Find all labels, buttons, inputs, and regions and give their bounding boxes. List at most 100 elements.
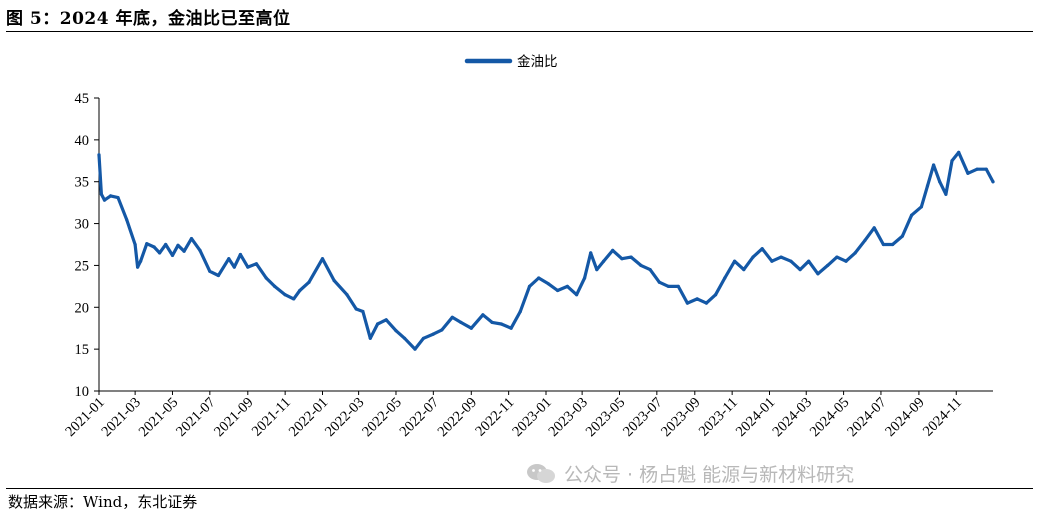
data-point — [320, 257, 325, 261]
data-point — [421, 336, 426, 340]
data-point — [556, 288, 560, 293]
data-point — [938, 180, 942, 184]
data-point — [602, 259, 606, 263]
title-divider — [6, 31, 1033, 32]
data-point — [807, 259, 811, 263]
data-point — [481, 313, 485, 317]
data-point — [376, 322, 380, 326]
data-point — [145, 242, 149, 246]
x-tick-label: 2022-11 — [472, 395, 517, 440]
source-note: 数据来源：Wind，东北证券 — [8, 493, 198, 511]
data-point — [208, 269, 212, 273]
x-tick-label: 2021-09 — [211, 395, 256, 440]
legend: 金油比 — [464, 54, 558, 70]
x-tick-label: 2023-09 — [658, 395, 703, 440]
x-tick-label: 2023-03 — [545, 395, 590, 440]
x-tick-label: 2021-03 — [98, 395, 143, 440]
x-tick-label: 2021-07 — [173, 395, 218, 440]
data-point — [99, 192, 103, 196]
x-tick-label: 2023-01 — [509, 395, 554, 440]
data-point — [695, 297, 699, 301]
data-point — [518, 309, 522, 314]
x-tick-label: 2024-11 — [920, 395, 965, 440]
data-point — [238, 252, 242, 257]
x-tick-label: 2024-09 — [882, 395, 927, 440]
data-point — [133, 242, 137, 247]
data-point — [139, 259, 143, 263]
data-point — [469, 326, 473, 330]
data-point — [575, 293, 579, 297]
data-point — [254, 262, 258, 266]
data-point — [629, 255, 633, 259]
x-tick-label: 2023-05 — [583, 395, 628, 440]
data-point — [826, 263, 830, 267]
data-point — [490, 320, 494, 324]
data-point — [102, 198, 107, 202]
x-tick-label: 2021-01 — [62, 395, 107, 440]
data-point — [751, 255, 755, 259]
data-point — [232, 265, 236, 269]
data-point — [413, 347, 417, 351]
data-point — [431, 332, 435, 336]
data-point — [136, 265, 140, 269]
y-tick-label: 30 — [75, 217, 90, 233]
data-point — [589, 251, 593, 255]
data-point — [152, 245, 156, 249]
data-point — [742, 268, 746, 272]
data-point — [798, 268, 802, 272]
data-point — [704, 301, 709, 305]
data-point — [125, 217, 129, 221]
data-point — [246, 265, 250, 269]
source-divider — [6, 488, 1033, 489]
data-point — [565, 284, 570, 288]
x-tick-label: 2022-01 — [286, 395, 331, 440]
data-point — [158, 251, 162, 255]
data-point — [509, 326, 513, 330]
data-point — [361, 309, 365, 314]
data-point — [198, 248, 202, 252]
data-point — [537, 276, 541, 280]
data-point — [620, 257, 624, 261]
data-point — [657, 280, 661, 284]
x-tick-label: 2022-03 — [322, 395, 367, 440]
data-point — [345, 293, 349, 297]
data-point — [666, 284, 671, 288]
data-point — [950, 159, 954, 163]
data-point — [283, 293, 287, 297]
data-point — [648, 268, 652, 272]
data-point — [109, 194, 113, 198]
y-tick-label: 35 — [75, 175, 90, 191]
data-point — [307, 280, 311, 284]
data-point — [499, 322, 503, 326]
data-point — [368, 336, 372, 340]
data-point — [227, 257, 231, 261]
data-point — [991, 180, 995, 184]
watermark-text: 公众号 · 杨占魁 能源与新材料研究 — [564, 464, 855, 486]
y-tick-label: 40 — [75, 133, 90, 149]
y-tick-label: 10 — [75, 384, 90, 400]
data-point — [932, 163, 936, 167]
data-point — [779, 255, 783, 259]
data-point — [459, 320, 463, 324]
y-tick-label: 45 — [75, 91, 90, 107]
data-point — [583, 276, 587, 280]
data-point — [97, 153, 101, 157]
data-point — [264, 276, 268, 280]
data-point — [440, 328, 444, 332]
data-point — [384, 318, 388, 322]
data-point — [216, 273, 220, 278]
data-point — [164, 242, 168, 247]
data-point — [844, 259, 848, 263]
x-tick-label: 2022-07 — [397, 395, 442, 440]
x-tick-label: 2021-11 — [249, 395, 294, 440]
data-point — [957, 150, 961, 154]
y-tick-label: 15 — [75, 342, 90, 358]
data-point — [863, 238, 867, 242]
data-point — [403, 336, 407, 340]
watermark: 公众号 · 杨占魁 能源与新材料研究 — [526, 460, 854, 487]
legend-label: 金油比 — [517, 54, 558, 70]
series-line — [97, 150, 995, 351]
data-point — [611, 248, 615, 252]
data-point — [853, 251, 857, 255]
